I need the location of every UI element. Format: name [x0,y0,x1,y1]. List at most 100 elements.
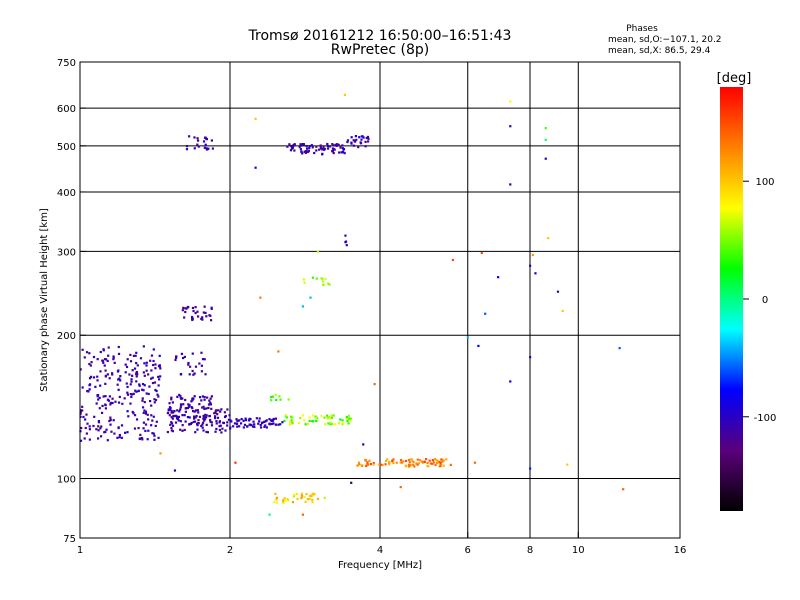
data-point [228,427,232,430]
data-point [251,425,255,428]
data-point [83,356,86,359]
data-point [305,144,308,148]
data-point [209,420,212,423]
data-point [117,388,120,391]
data-point [242,419,245,422]
data-point [270,395,273,399]
data-point [319,145,322,149]
data-point [400,461,404,464]
data-point [421,461,425,464]
data-point [117,345,120,349]
data-point [254,117,257,120]
data-point [81,386,84,389]
data-point [304,423,307,426]
data-point [249,417,252,421]
data-point [331,422,334,426]
data-point [182,306,185,309]
data-point [347,414,350,417]
data-point [150,354,154,357]
data-point [213,415,217,418]
data-point [426,464,429,468]
data-point [92,424,95,428]
data-point [244,419,247,422]
data-point [278,395,281,398]
data-point [203,305,206,308]
data-point [99,384,102,387]
data-point [208,399,211,402]
data-point [197,411,200,414]
y-tick-label: 750 [57,58,76,69]
data-point [157,375,160,378]
data-point [116,383,119,386]
data-point [286,145,289,148]
data-point [149,400,152,403]
data-point [152,348,155,351]
data-point [130,395,133,399]
data-point [209,418,212,422]
data-point [291,422,294,425]
data-point [152,432,155,435]
data-point [218,425,221,428]
data-point [86,389,89,393]
data-point [385,459,388,462]
data-point [104,369,107,372]
data-point [180,352,184,355]
data-point [141,406,145,409]
data-point [316,250,319,253]
data-point [129,402,132,405]
data-point [201,316,204,319]
data-point [364,140,367,144]
data-point [221,427,224,430]
data-point [345,416,348,419]
data-point [203,407,206,411]
data-point [529,356,532,359]
data-point [364,458,368,462]
data-point [97,421,101,424]
data-point [126,410,129,413]
data-point [328,283,331,286]
data-point [316,497,320,500]
data-point [194,431,197,434]
data-point [304,151,307,155]
data-point [188,416,191,419]
data-point [201,421,205,424]
data-point [85,351,89,354]
data-point [135,361,138,365]
data-point [94,385,97,388]
data-point [175,356,178,359]
data-point [175,355,178,358]
data-point [322,146,325,149]
data-point [496,276,500,279]
data-point [197,145,200,148]
data-point [308,146,311,150]
data-point [133,367,137,370]
data-point [190,406,193,409]
data-point [108,395,111,398]
data-point [131,369,134,372]
data-point [509,183,512,186]
data-point [184,410,187,413]
data-point [391,460,394,463]
data-point [150,424,153,427]
data-point [88,377,92,380]
data-point [80,426,83,430]
data-point [259,296,262,299]
data-point [263,425,266,428]
data-point [202,429,205,432]
data-point [544,157,547,160]
data-point [367,463,370,466]
data-point [89,364,92,367]
data-point [132,354,136,357]
data-point [561,309,564,313]
data-point [102,361,105,364]
data-point [192,309,195,313]
data-point [112,419,115,422]
phase-summary-x-mode: mean, sd,X: 86.5, 29.4 [608,46,711,56]
data-point [466,336,469,339]
data-point [79,412,82,415]
data-point [146,413,149,416]
data-point [529,467,532,470]
data-point [108,377,111,380]
data-point [288,143,291,146]
data-point [207,147,210,150]
